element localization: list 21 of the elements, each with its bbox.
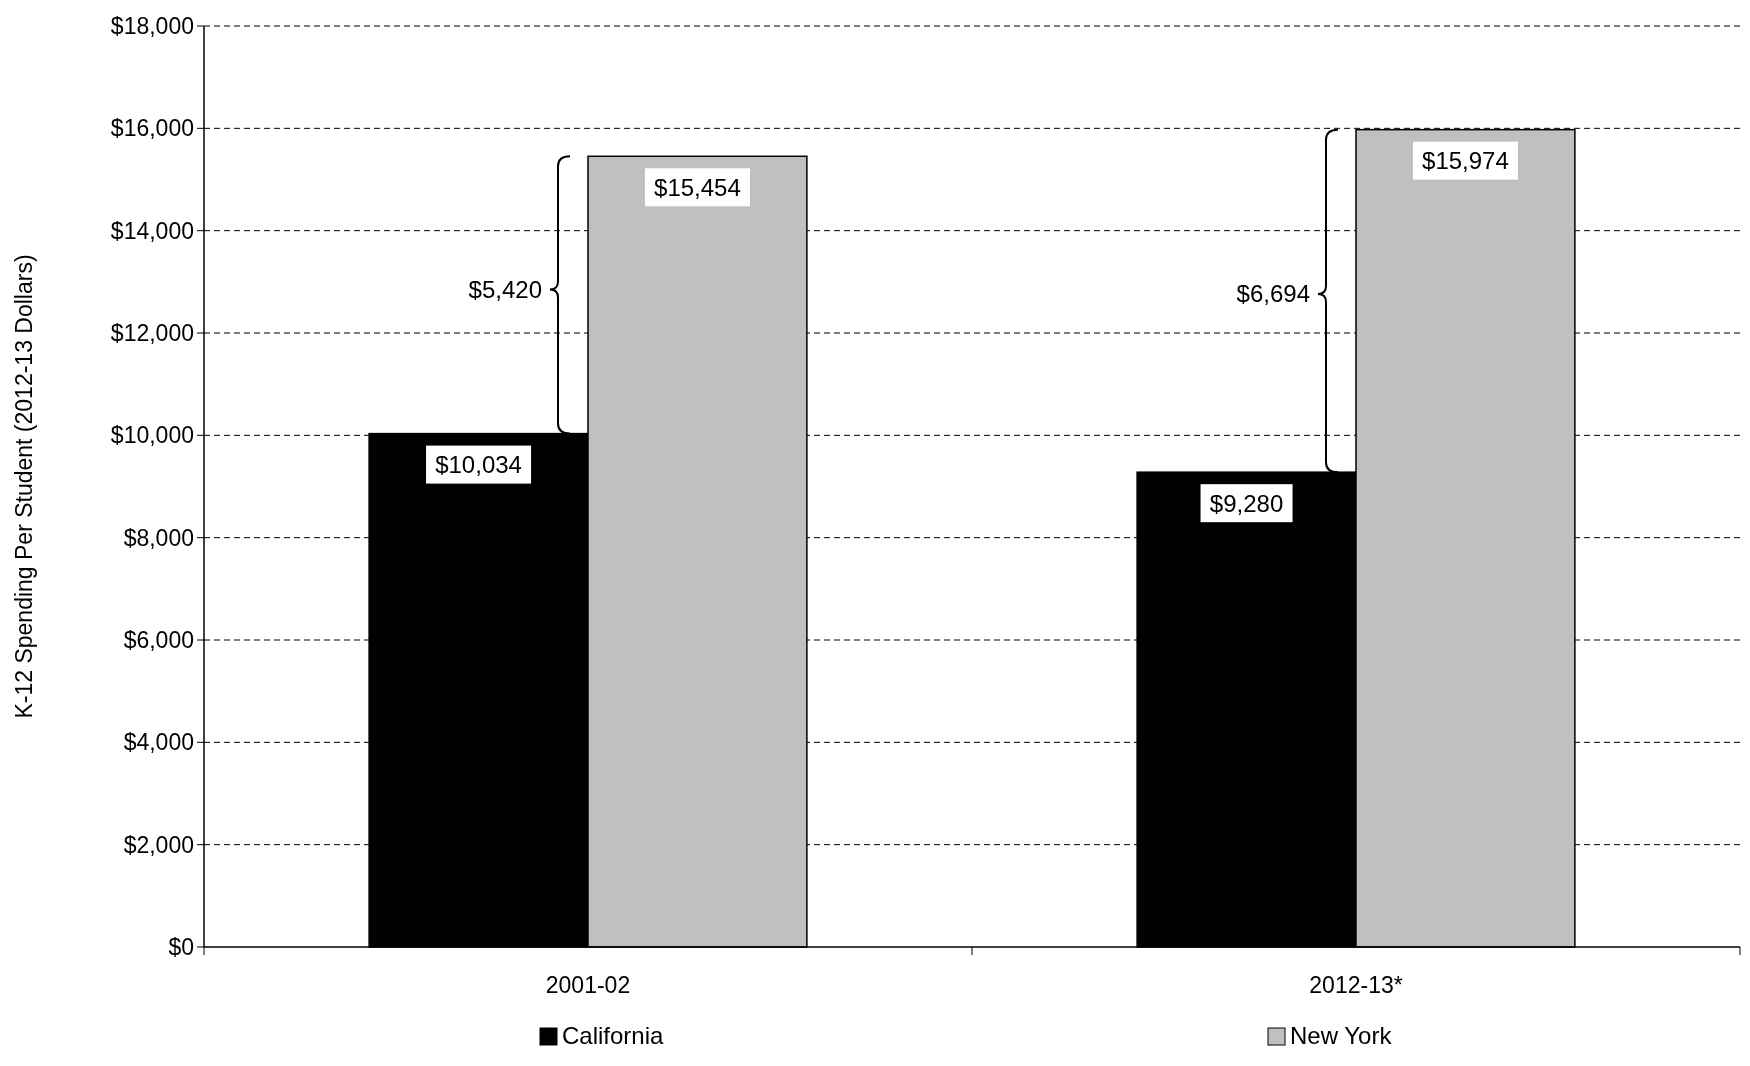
y-tick-label: $4,000 [123,729,194,756]
y-tick-label: $18,000 [110,13,194,40]
y-axis-title: K-12 Spending Per Student (2012-13 Dollars) [11,254,37,719]
y-tick-label: $6,000 [123,627,194,654]
y-tick-label: $16,000 [110,115,194,142]
annotation: $5,420 [468,275,542,303]
y-tick-label: $10,000 [110,422,194,449]
annotation: $6,694 [1236,280,1310,308]
legend-label: California [562,1022,665,1049]
y-tick-label: $12,000 [110,320,194,347]
x-tick-label: 2012-13* [1309,972,1403,998]
data-label: $15,454 [654,173,741,201]
data-label: $15,974 [1422,147,1509,175]
y-tick-label: $14,000 [110,217,194,244]
data-label: $10,034 [435,450,522,478]
data-label: $9,280 [1209,489,1284,517]
y-tick-label: $2,000 [123,831,194,858]
x-tick-label: 2001-02 [545,972,631,998]
legend-label: New York [1290,1022,1393,1049]
y-tick-label: $0 [168,934,194,961]
y-tick-label: $8,000 [123,524,194,551]
